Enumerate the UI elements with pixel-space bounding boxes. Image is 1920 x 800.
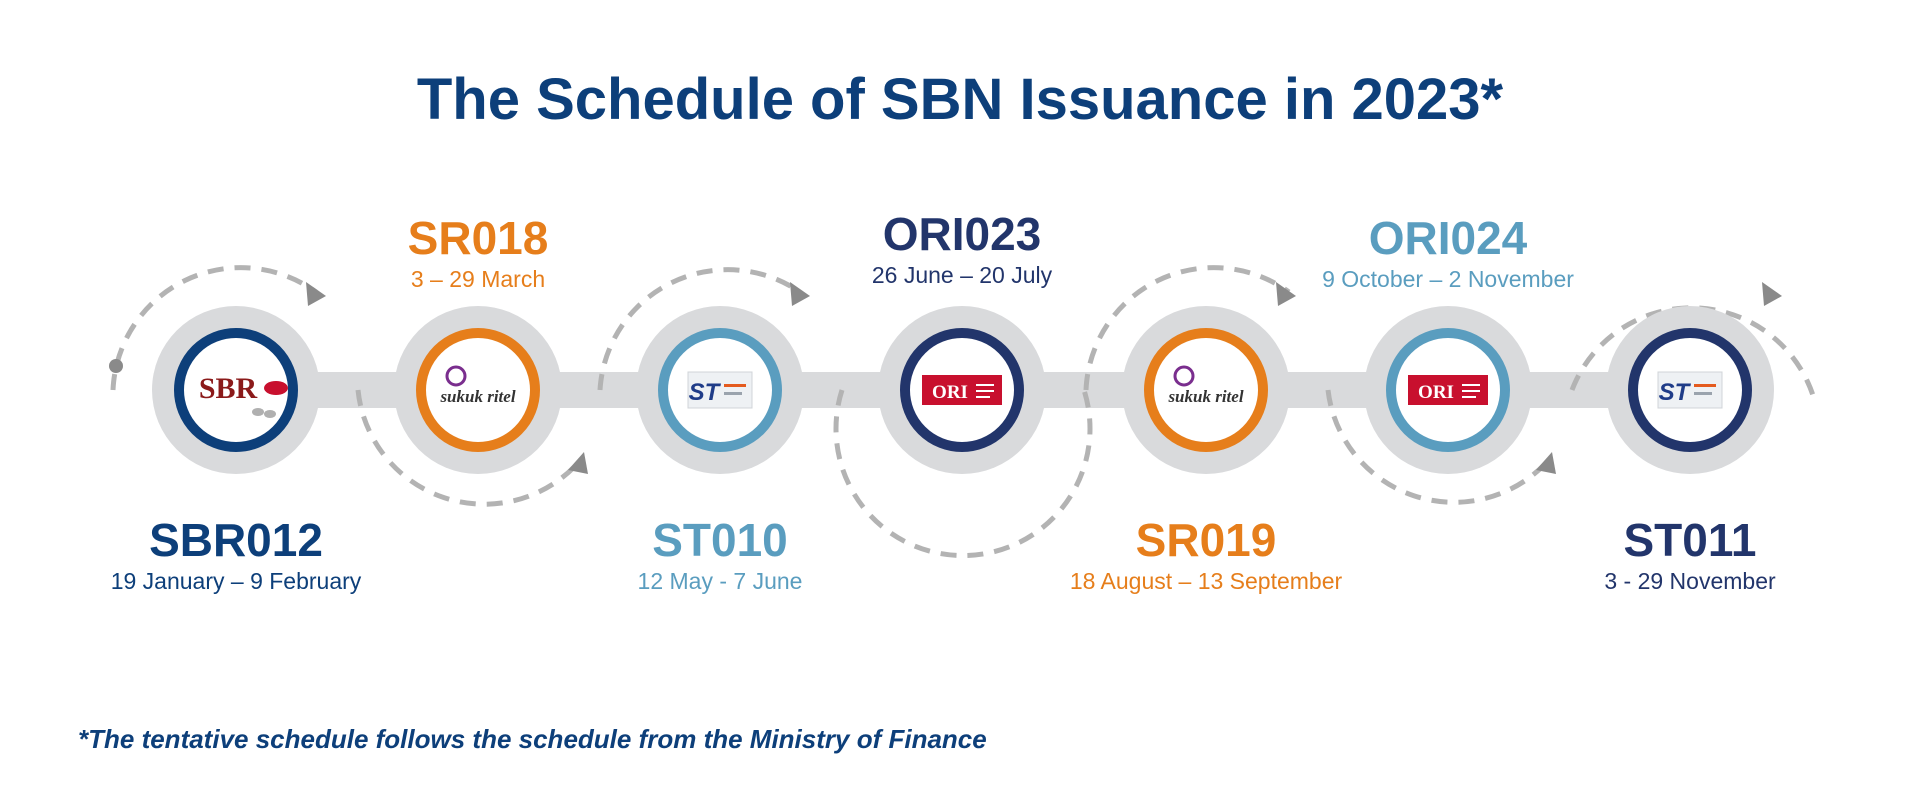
sukuk-ritel-logo: sukuk ritel xyxy=(439,365,516,406)
issuance-code: ORI023 xyxy=(882,208,1042,260)
ori-logo-line xyxy=(1462,390,1480,392)
ori-logo-line xyxy=(976,396,990,398)
sukuk-ritel-star xyxy=(445,365,467,387)
issuance-dates: 9 October – 2 November xyxy=(1322,266,1574,292)
issuance-node: ST xyxy=(1606,306,1774,474)
arrow-arc-7 xyxy=(1569,305,1818,403)
issuance-label: ST011 3 - 29 November xyxy=(1480,514,1900,596)
issuance-label: ORI023 26 June – 20 July xyxy=(752,208,1172,290)
issuance-code: SR018 xyxy=(407,212,549,264)
issuance-node: ORI xyxy=(1364,306,1532,474)
sukuk-ritel-logo: sukuk ritel xyxy=(1167,365,1244,406)
arrow-head-6 xyxy=(1762,282,1782,306)
issuance-node: sukuk ritel xyxy=(1122,306,1290,474)
issuance-label: ORI024 9 October – 2 November xyxy=(1238,212,1658,294)
issuance-node: ORI xyxy=(878,306,1046,474)
st-logo-box xyxy=(1657,371,1723,409)
st-logo-box xyxy=(687,371,753,409)
timeline-nodes: SBR sukuk ritel ST ORI sukuk ritel ORI ST xyxy=(152,306,1774,474)
sbr-logo-text: SBR xyxy=(199,372,258,405)
issuance-code: ORI024 xyxy=(1368,212,1528,264)
issuance-dates: 18 August – 13 September xyxy=(1069,568,1343,594)
arrow-arc-5 xyxy=(1083,265,1291,391)
arrow-head-2 xyxy=(568,452,588,474)
sbr-logo-dot xyxy=(252,408,264,416)
issuance-dates: 3 - 29 November xyxy=(1604,568,1776,594)
issuance-dates: 19 January – 9 February xyxy=(110,568,362,594)
st-logo-text: ST xyxy=(689,379,722,406)
st-logo: ST xyxy=(687,371,753,409)
sbr-logo: SBR xyxy=(199,372,288,418)
sukuk-ritel-star xyxy=(1173,365,1195,387)
issuance-dates: 12 May - 7 June xyxy=(637,568,803,594)
st-logo-text: ST xyxy=(1659,379,1692,406)
st-logo-line xyxy=(1694,392,1712,395)
page-title: The Schedule of SBN Issuance in 2023* xyxy=(416,67,1504,132)
sukuk-ritel-text: sukuk ritel xyxy=(1167,387,1243,406)
issuance-code: ST011 xyxy=(1623,514,1757,566)
ori-logo-line xyxy=(976,390,994,392)
st-logo: ST xyxy=(1657,371,1723,409)
issuance-label: ST010 12 May - 7 June xyxy=(510,514,930,596)
issuance-label: SBR012 19 January – 9 February xyxy=(26,514,446,596)
st-logo-line xyxy=(724,392,742,395)
sbr-logo-dot xyxy=(264,410,276,418)
issuance-node: sukuk ritel xyxy=(394,306,562,474)
start-dot xyxy=(109,359,123,373)
sbr-logo-dot xyxy=(264,381,288,395)
issuance-code: ST010 xyxy=(652,514,788,566)
issuance-node: SBR xyxy=(152,306,320,474)
node-ring xyxy=(1144,328,1268,452)
ori-logo: ORI xyxy=(922,375,1002,405)
ori-logo-line xyxy=(976,384,994,386)
ori-logo: ORI xyxy=(1408,375,1488,405)
issuance-dates: 26 June – 20 July xyxy=(871,262,1053,288)
issuance-node: ST xyxy=(636,306,804,474)
arrow-head-3 xyxy=(790,282,810,306)
arrow-heads xyxy=(306,282,1782,474)
issuance-code: SBR012 xyxy=(149,514,323,566)
node-ring xyxy=(174,328,298,452)
ori-logo-line xyxy=(1462,396,1476,398)
issuance-dates: 3 – 29 March xyxy=(410,266,546,292)
arrow-head-1 xyxy=(306,282,326,306)
issuance-label: SR018 3 – 29 March xyxy=(268,212,688,294)
node-ring xyxy=(416,328,540,452)
arrow-arc-1 xyxy=(110,265,318,391)
sukuk-ritel-text: sukuk ritel xyxy=(439,387,515,406)
arrow-head-5 xyxy=(1536,452,1556,474)
arrow-arc-6 xyxy=(1325,389,1548,505)
ori-logo-text: ORI xyxy=(932,382,968,403)
st-logo-line xyxy=(724,384,746,387)
issuance-label: SR019 18 August – 13 September xyxy=(996,514,1416,596)
ori-logo-line xyxy=(1462,384,1480,386)
arrow-head-4 xyxy=(1276,282,1296,306)
ori-logo-text: ORI xyxy=(1418,382,1454,403)
st-logo-line xyxy=(1694,384,1716,387)
footnote: *The tentative schedule follows the sche… xyxy=(78,724,987,754)
issuance-code: SR019 xyxy=(1135,514,1277,566)
dashed-arrows xyxy=(110,265,1818,558)
arrow-arc-3 xyxy=(597,267,802,391)
arrow-arc-2 xyxy=(355,389,580,507)
